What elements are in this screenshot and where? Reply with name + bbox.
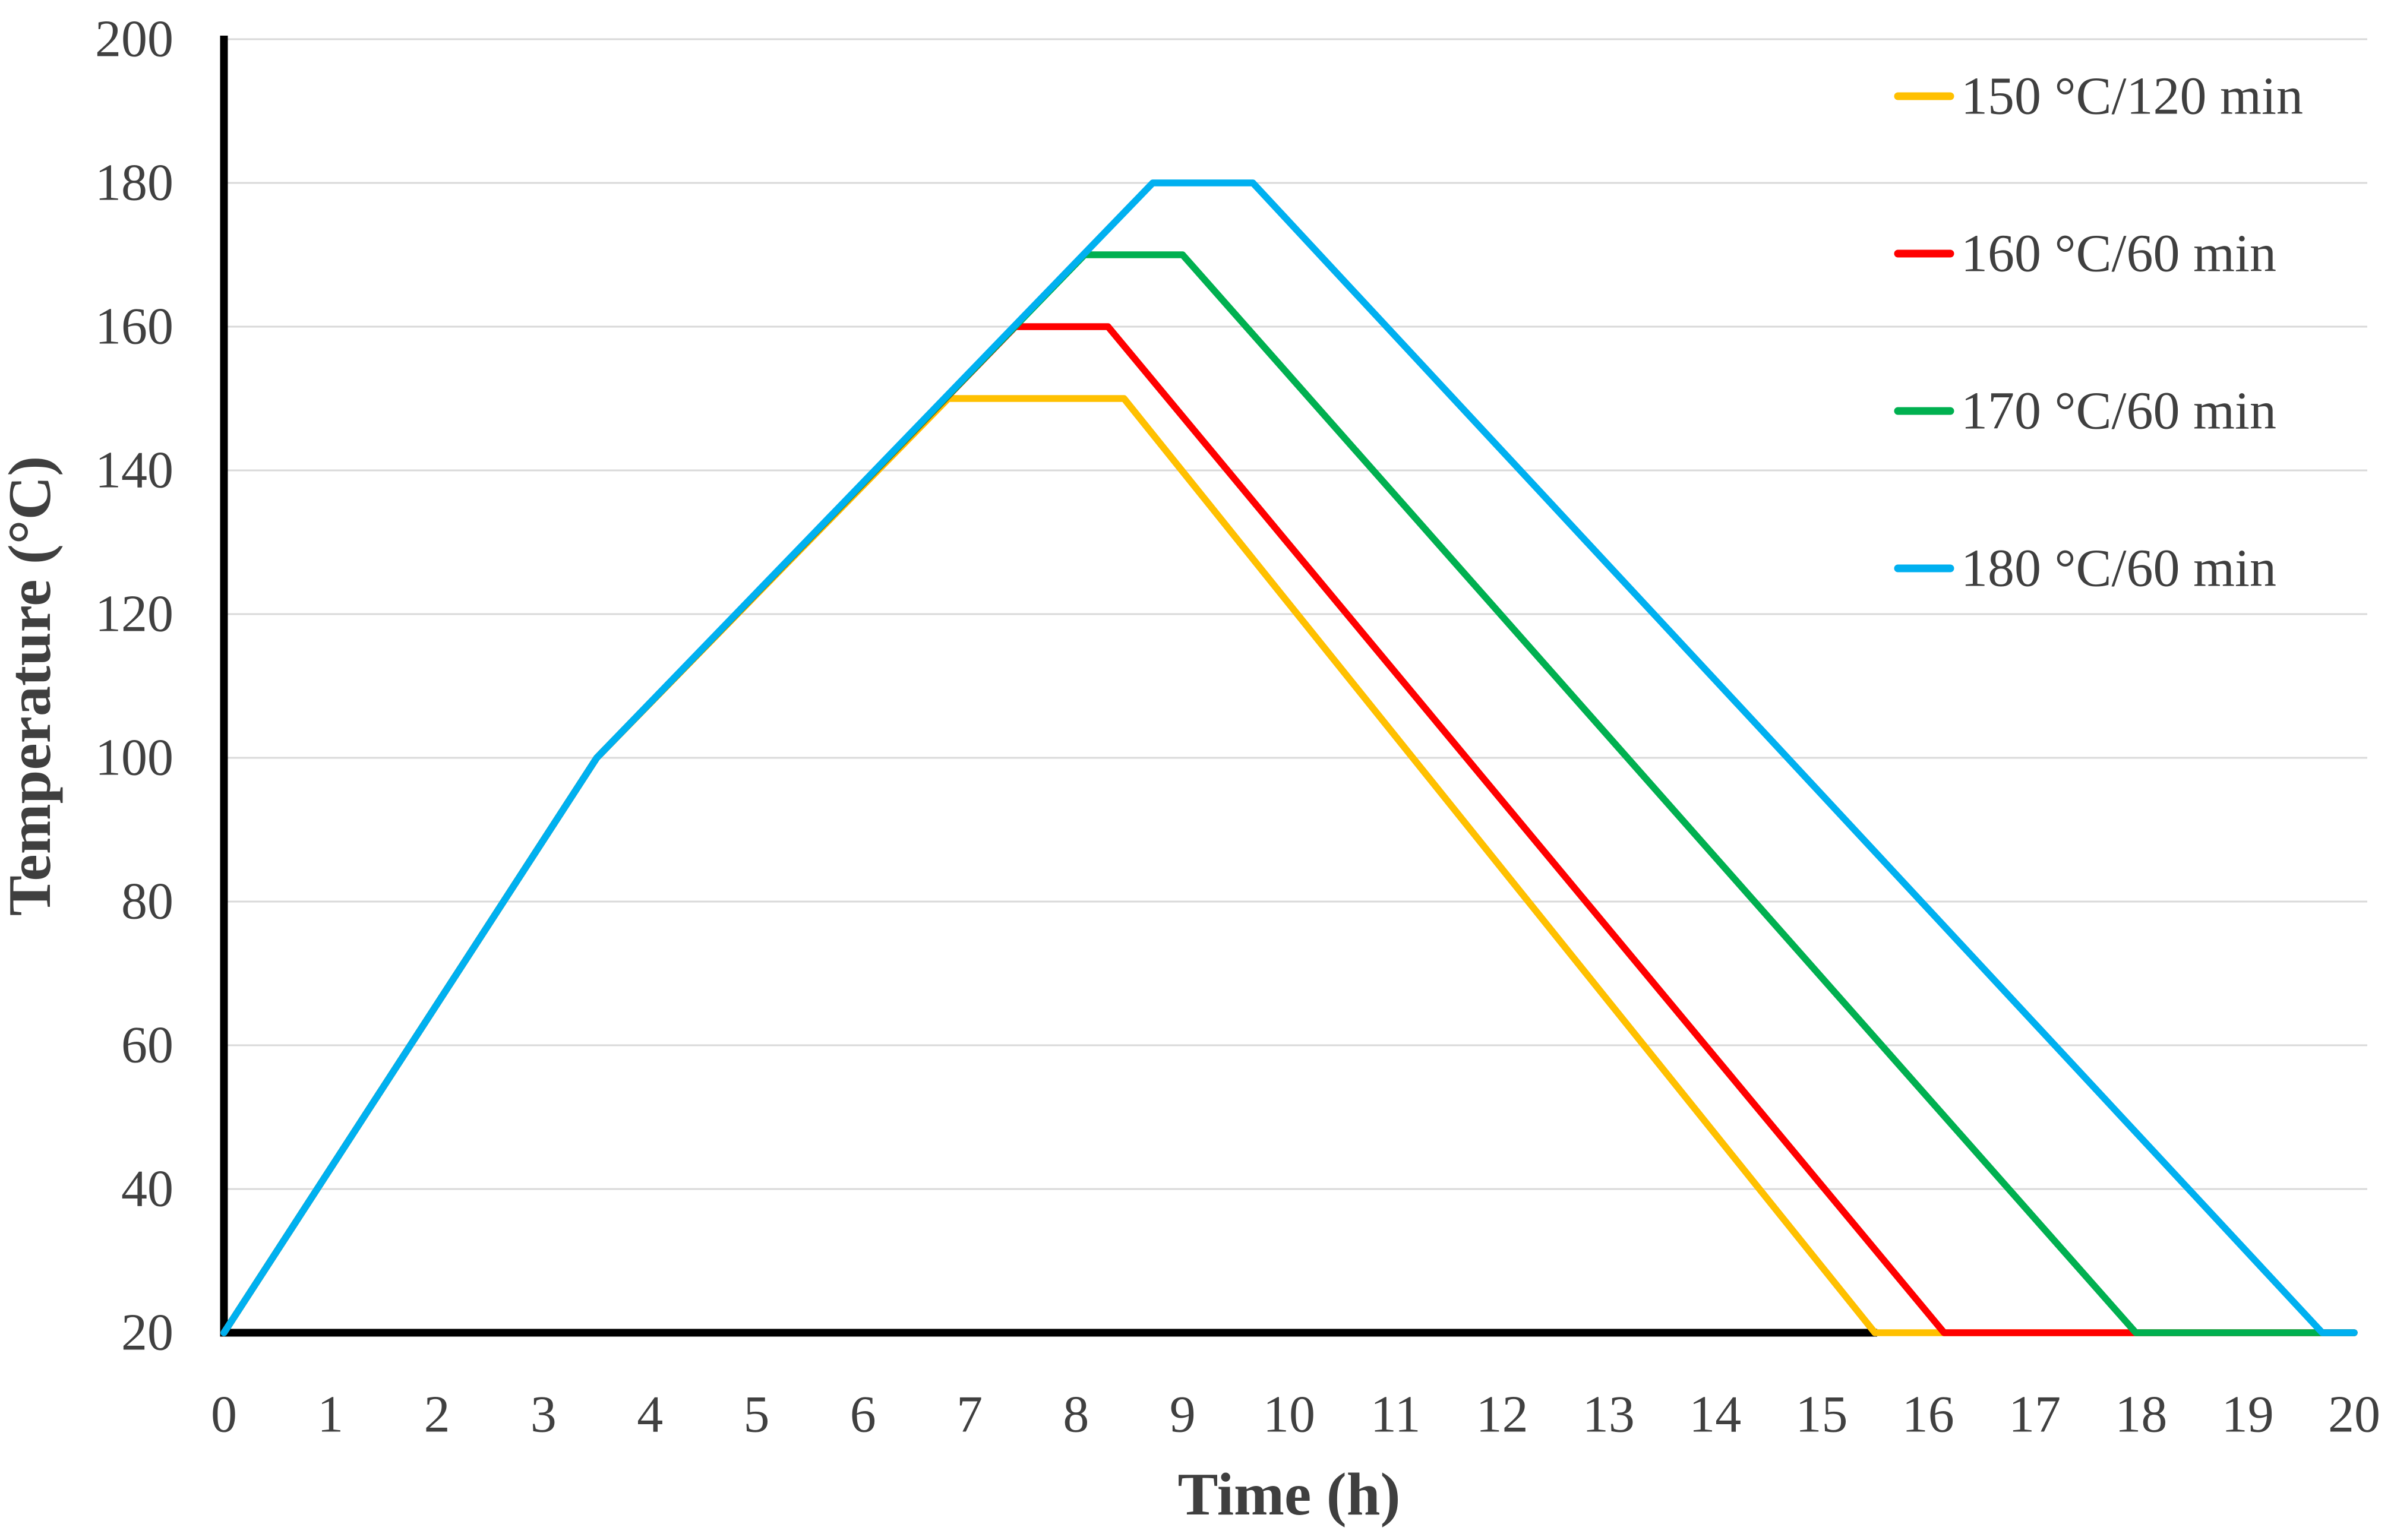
y-tick-label-40: 40: [121, 1160, 173, 1218]
x-tick-label-9: 9: [1170, 1386, 1196, 1444]
y-tick-label-120: 120: [95, 586, 173, 643]
x-axis-title: Time (h): [1178, 1461, 1401, 1528]
x-tick-label-16: 16: [1902, 1386, 1954, 1444]
legend-item-150-c-120-min: 150 °C/120 min: [1894, 67, 2303, 126]
x-tick-label-0: 0: [211, 1386, 237, 1444]
x-tick-label-12: 12: [1476, 1386, 1528, 1444]
x-tick-label-20: 20: [2328, 1386, 2380, 1444]
y-tick-label-100: 100: [95, 729, 173, 787]
x-axis-tick-labels: 0 1 2 3 4 5 6 7 8 9 10 11 12 13 14 15 16 17 18 19 20: [211, 1386, 2380, 1444]
legend-item-170-c-60-min: 170 °C/60 min: [1894, 382, 2276, 441]
legend: 150 °C/120 min 160 °C/60 min 170 °C/60 min…: [1894, 67, 2303, 598]
y-axis-tick-labels: 20 40 60 80 100 120 140 160 180 200: [95, 11, 173, 1362]
y-tick-label-140: 140: [95, 442, 173, 499]
legend-item-160-c-60-min: 160 °C/60 min: [1894, 224, 2276, 283]
x-tick-label-19: 19: [2222, 1386, 2274, 1444]
x-tick-label-7: 7: [956, 1386, 983, 1444]
y-tick-label-60: 60: [121, 1017, 173, 1074]
x-tick-label-8: 8: [1063, 1386, 1089, 1444]
x-tick-label-5: 5: [744, 1386, 770, 1444]
x-tick-label-3: 3: [530, 1386, 557, 1444]
x-tick-label-10: 10: [1263, 1386, 1315, 1444]
axes: [220, 36, 1877, 1337]
y-axis-title: Temperature (°C): [0, 456, 64, 916]
y-tick-label-160: 160: [95, 298, 173, 356]
x-tick-label-13: 13: [1583, 1386, 1635, 1444]
legend-label-170-c-60-min: 170 °C/60 min: [1961, 382, 2276, 441]
legend-item-180-c-60-min: 180 °C/60 min: [1894, 539, 2276, 598]
series-lines: [220, 179, 2358, 1336]
x-tick-label-17: 17: [2008, 1386, 2061, 1444]
y-tick-label-200: 200: [95, 11, 173, 68]
x-tick-label-4: 4: [637, 1386, 663, 1444]
x-tick-label-2: 2: [424, 1386, 450, 1444]
x-tick-label-14: 14: [1689, 1386, 1741, 1444]
x-tick-label-18: 18: [2115, 1386, 2167, 1444]
y-tick-label-80: 80: [121, 873, 173, 931]
x-tick-label-11: 11: [1370, 1386, 1421, 1444]
series-line-180-c-60-min: [220, 179, 2358, 1336]
legend-label-160-c-60-min: 160 °C/60 min: [1961, 224, 2276, 283]
y-tick-label-180: 180: [95, 154, 173, 212]
y-tick-label-20: 20: [121, 1304, 173, 1362]
legend-label-150-c-120-min: 150 °C/120 min: [1961, 67, 2303, 126]
x-tick-label-1: 1: [317, 1386, 343, 1444]
series-line-160-c-60-min: [220, 323, 2358, 1336]
x-tick-label-15: 15: [1796, 1386, 1848, 1444]
legend-label-180-c-60-min: 180 °C/60 min: [1961, 539, 2276, 598]
x-tick-label-6: 6: [850, 1386, 876, 1444]
